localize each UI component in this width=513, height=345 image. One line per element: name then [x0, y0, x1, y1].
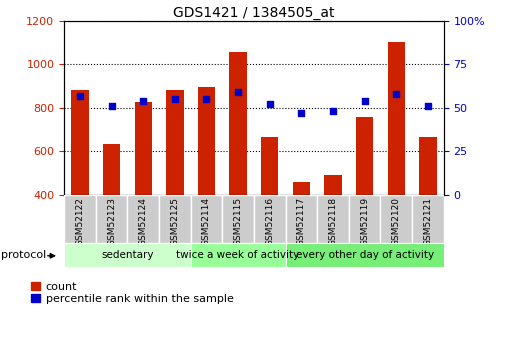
FancyBboxPatch shape	[254, 195, 286, 243]
Point	[297, 110, 305, 116]
Title: GDS1421 / 1384505_at: GDS1421 / 1384505_at	[173, 6, 334, 20]
FancyBboxPatch shape	[317, 195, 349, 243]
FancyBboxPatch shape	[191, 195, 222, 243]
Bar	[229, 52, 247, 195]
Bar	[419, 137, 437, 195]
FancyBboxPatch shape	[412, 195, 444, 243]
FancyBboxPatch shape	[96, 195, 127, 243]
Text: GSM52119: GSM52119	[360, 197, 369, 246]
Bar	[166, 90, 184, 195]
Bar	[286, 243, 444, 267]
FancyBboxPatch shape	[381, 195, 412, 243]
Bar	[324, 175, 342, 195]
Text: GSM52114: GSM52114	[202, 197, 211, 246]
Bar	[356, 117, 373, 195]
Point	[76, 93, 84, 98]
Point	[361, 98, 369, 104]
Text: GSM52125: GSM52125	[170, 197, 180, 246]
Bar	[64, 243, 191, 267]
Text: sedentary: sedentary	[101, 250, 154, 260]
Bar	[293, 182, 310, 195]
Bar	[103, 144, 120, 195]
FancyBboxPatch shape	[159, 195, 191, 243]
Text: GSM52121: GSM52121	[423, 197, 432, 246]
Point	[266, 101, 274, 107]
Text: GSM52122: GSM52122	[75, 197, 85, 246]
FancyBboxPatch shape	[64, 195, 96, 243]
Text: GSM52116: GSM52116	[265, 197, 274, 246]
FancyBboxPatch shape	[349, 195, 381, 243]
Point	[202, 96, 210, 102]
Bar	[134, 102, 152, 195]
FancyBboxPatch shape	[127, 195, 159, 243]
Text: GSM52123: GSM52123	[107, 197, 116, 246]
Text: twice a week of activity: twice a week of activity	[176, 250, 300, 260]
Text: protocol: protocol	[1, 250, 47, 260]
Bar	[198, 87, 215, 195]
Legend: count, percentile rank within the sample: count, percentile rank within the sample	[31, 282, 233, 304]
Point	[329, 109, 337, 114]
Bar	[191, 243, 286, 267]
FancyBboxPatch shape	[222, 195, 254, 243]
Bar	[388, 42, 405, 195]
FancyBboxPatch shape	[286, 195, 317, 243]
Point	[171, 96, 179, 102]
Point	[424, 103, 432, 109]
Bar	[261, 137, 279, 195]
Text: every other day of activity: every other day of activity	[295, 250, 433, 260]
Point	[107, 103, 115, 109]
Bar	[71, 90, 89, 195]
Text: GSM52118: GSM52118	[328, 197, 338, 246]
Point	[392, 91, 400, 97]
Text: GSM52117: GSM52117	[297, 197, 306, 246]
Point	[234, 89, 242, 95]
Text: GSM52124: GSM52124	[139, 197, 148, 246]
Point	[139, 98, 147, 104]
Text: GSM52115: GSM52115	[233, 197, 243, 246]
Text: GSM52120: GSM52120	[392, 197, 401, 246]
